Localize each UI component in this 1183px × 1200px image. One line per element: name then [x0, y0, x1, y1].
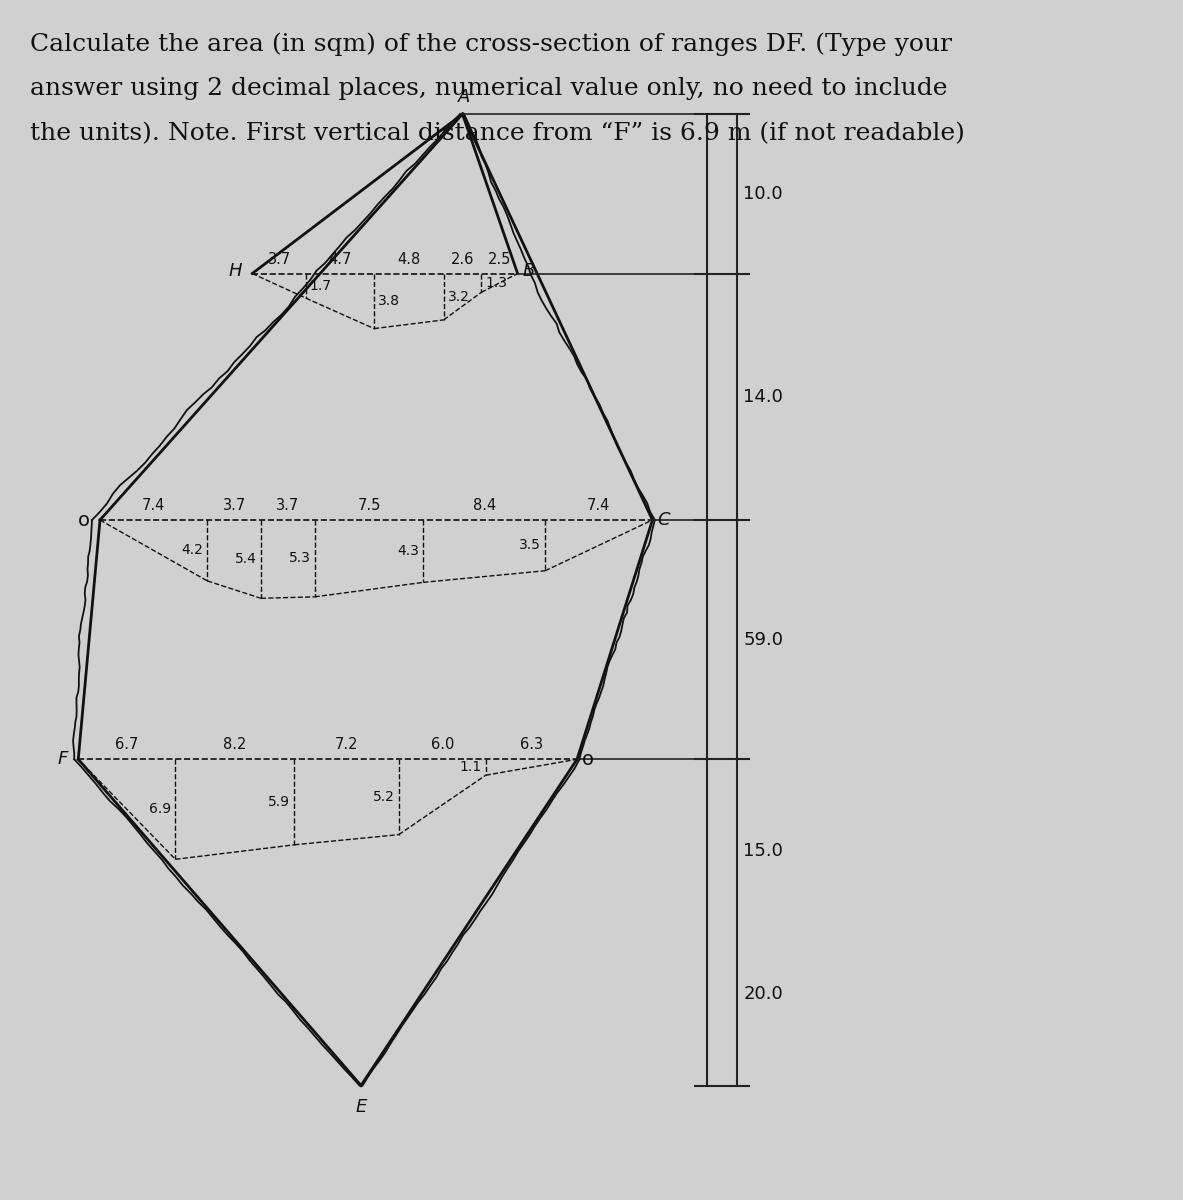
Text: 4.2: 4.2 — [181, 544, 203, 558]
Text: 5.3: 5.3 — [289, 552, 311, 565]
Text: B: B — [523, 262, 535, 280]
Text: 3.7: 3.7 — [276, 498, 299, 514]
Text: E: E — [355, 1098, 367, 1116]
Text: 59.0: 59.0 — [743, 631, 783, 649]
Text: 6.0: 6.0 — [431, 737, 454, 752]
Text: 7.5: 7.5 — [357, 498, 381, 514]
Text: o: o — [582, 750, 594, 769]
Text: 15.0: 15.0 — [743, 841, 783, 859]
Text: 5.2: 5.2 — [373, 790, 395, 804]
Text: 6.3: 6.3 — [519, 737, 543, 752]
Text: answer using 2 decimal places, numerical value only, no need to include: answer using 2 decimal places, numerical… — [30, 77, 948, 100]
Text: 7.2: 7.2 — [335, 737, 358, 752]
Text: o: o — [78, 510, 90, 529]
Text: 10.0: 10.0 — [743, 185, 783, 203]
Text: 6.9: 6.9 — [149, 803, 172, 816]
Text: H: H — [228, 262, 243, 280]
Text: 4.8: 4.8 — [397, 252, 420, 266]
Text: A: A — [458, 88, 471, 106]
Text: 5.9: 5.9 — [269, 796, 290, 809]
Text: 4.7: 4.7 — [329, 252, 351, 266]
Text: Calculate the area (in sqm) of the cross-section of ranges DF. (Type your: Calculate the area (in sqm) of the cross… — [30, 32, 952, 55]
Text: 6.7: 6.7 — [115, 737, 138, 752]
Text: 2.6: 2.6 — [451, 252, 474, 266]
Text: 4.3: 4.3 — [397, 544, 419, 558]
Text: 14.0: 14.0 — [743, 388, 783, 406]
Text: 3.7: 3.7 — [267, 252, 291, 266]
Text: 3.5: 3.5 — [519, 539, 541, 552]
Text: 1.1: 1.1 — [459, 761, 481, 774]
Text: 5.4: 5.4 — [235, 552, 257, 566]
Text: 3.7: 3.7 — [222, 498, 246, 514]
Text: F: F — [58, 750, 69, 768]
Text: 7.4: 7.4 — [587, 498, 610, 514]
Text: 8.2: 8.2 — [224, 737, 246, 752]
Text: C: C — [658, 511, 670, 529]
Text: 20.0: 20.0 — [743, 985, 783, 1003]
Text: 1.3: 1.3 — [485, 276, 508, 290]
Text: 2.5: 2.5 — [487, 252, 511, 266]
Text: 7.4: 7.4 — [142, 498, 166, 514]
Text: the units). Note. First vertical distance from “F” is 6.9 m (if not readable): the units). Note. First vertical distanc… — [30, 122, 965, 145]
Text: 3.2: 3.2 — [447, 289, 470, 304]
Text: 8.4: 8.4 — [473, 498, 496, 514]
Text: 3.8: 3.8 — [379, 294, 400, 308]
Text: 1.7: 1.7 — [310, 278, 332, 293]
